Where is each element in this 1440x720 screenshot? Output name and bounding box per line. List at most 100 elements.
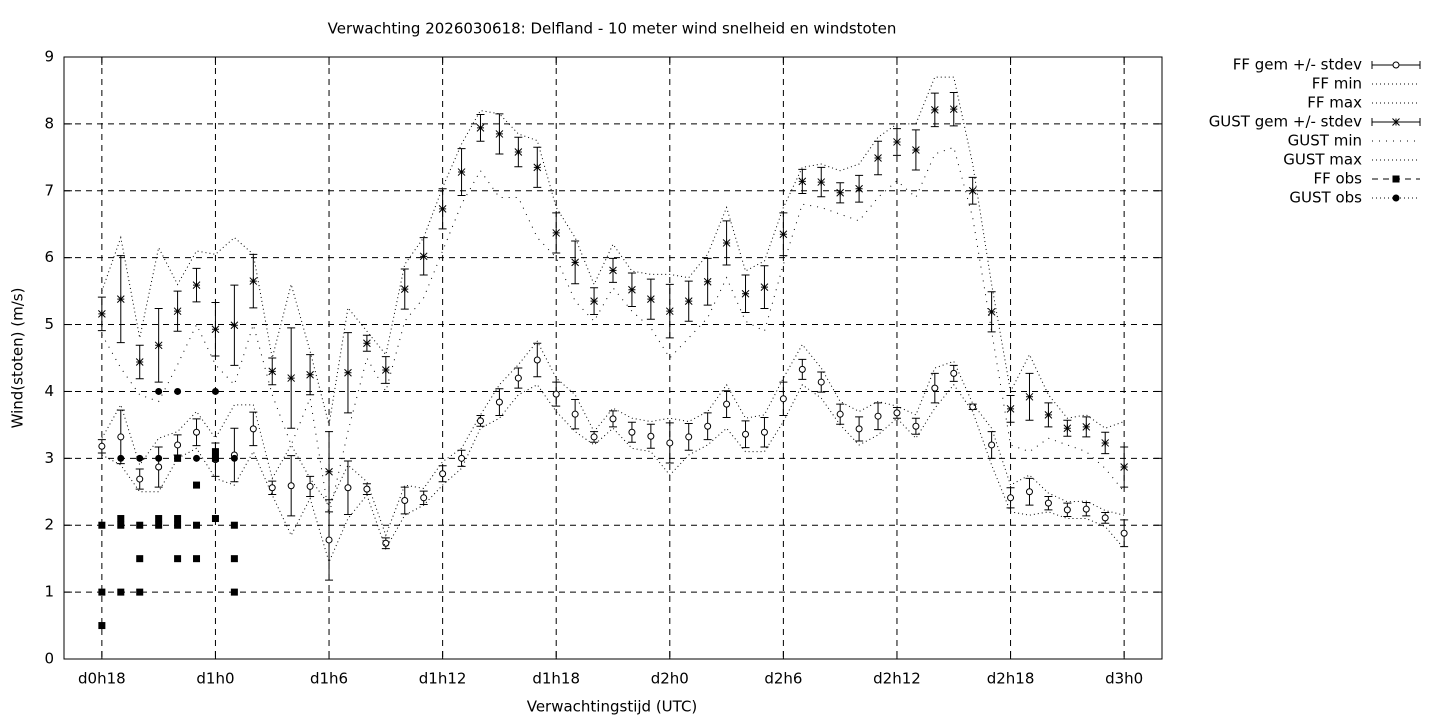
marker: [590, 433, 598, 441]
marker: [174, 441, 182, 449]
marker: [874, 154, 882, 162]
y-axis-label: Wind(stoten) (m/s): [9, 288, 27, 429]
marker: [893, 409, 901, 417]
marker: [211, 515, 219, 523]
x-tick-label: d1h12: [419, 670, 467, 688]
marker: [363, 485, 371, 493]
marker: [363, 339, 371, 348]
marker: [193, 428, 201, 436]
marker: [647, 295, 655, 303]
y-tick-label: 3: [44, 449, 54, 467]
marker: [514, 148, 523, 156]
marker: [193, 481, 201, 489]
marker: [136, 555, 144, 563]
marker: [666, 439, 674, 447]
y-tick-label: 0: [44, 650, 54, 668]
marker: [912, 146, 920, 154]
marker: [1392, 118, 1400, 126]
marker: [1063, 506, 1071, 514]
marker: [117, 433, 125, 441]
marker: [155, 515, 163, 523]
marker: [704, 422, 712, 430]
marker: [1082, 423, 1091, 431]
marker: [987, 307, 996, 316]
marker: [590, 297, 598, 305]
marker: [949, 105, 958, 114]
marker: [571, 258, 579, 267]
marker: [628, 285, 636, 294]
marker: [211, 387, 219, 395]
marker: [344, 484, 352, 492]
marker: [1392, 61, 1400, 69]
marker: [1101, 439, 1110, 447]
marker: [609, 415, 617, 423]
marker: [136, 521, 144, 529]
y-tick-label: 7: [44, 181, 54, 199]
marker: [476, 417, 484, 425]
marker: [722, 239, 731, 247]
marker: [968, 186, 977, 195]
marker: [117, 588, 125, 596]
marker: [665, 307, 674, 316]
marker: [117, 454, 125, 462]
marker: [193, 521, 201, 529]
marker: [116, 295, 125, 303]
marker: [174, 521, 182, 529]
y-tick-label: 6: [44, 248, 54, 266]
marker: [193, 555, 201, 563]
marker: [1044, 411, 1053, 419]
x-tick-label: d2h6: [764, 670, 802, 688]
marker: [249, 425, 257, 433]
x-tick-label: d2h0: [651, 670, 689, 688]
marker: [420, 494, 428, 502]
marker: [211, 448, 219, 456]
marker: [609, 266, 617, 275]
y-tick-label: 1: [44, 583, 54, 601]
legend-label: GUST max: [1283, 151, 1362, 169]
marker: [874, 412, 882, 420]
marker: [174, 387, 182, 395]
marker: [211, 454, 219, 462]
marker: [1025, 488, 1033, 496]
chart-title: Verwachting 2026030618: Delfland - 10 me…: [328, 20, 897, 38]
marker: [325, 467, 333, 476]
marker: [117, 521, 125, 529]
marker: [950, 369, 958, 377]
marker: [230, 321, 239, 330]
marker: [268, 484, 276, 492]
marker: [174, 555, 182, 563]
marker: [514, 374, 522, 382]
marker: [155, 387, 163, 395]
x-tick-label: d0h18: [78, 670, 126, 688]
marker: [552, 229, 561, 237]
marker: [306, 370, 314, 379]
marker: [1392, 175, 1400, 183]
marker: [136, 454, 144, 462]
x-tick-label: d2h12: [873, 670, 921, 688]
x-axis-label: Verwachtingstijd (UTC): [527, 698, 698, 716]
marker: [760, 428, 768, 436]
y-tick-label: 4: [44, 382, 54, 400]
marker: [98, 622, 106, 630]
marker: [193, 454, 201, 462]
marker: [401, 496, 409, 504]
marker: [98, 309, 106, 318]
legend-label: GUST gem +/- stdev: [1209, 113, 1362, 131]
marker: [154, 341, 163, 350]
marker: [438, 204, 447, 213]
marker: [779, 230, 788, 239]
marker: [344, 368, 352, 377]
marker: [798, 177, 807, 186]
y-tick-label: 9: [44, 48, 54, 66]
marker: [836, 410, 844, 418]
marker: [230, 454, 238, 462]
marker: [495, 398, 503, 406]
marker: [249, 277, 258, 285]
x-tick-label: d1h0: [196, 670, 234, 688]
marker: [230, 555, 238, 563]
y-tick-label: 2: [44, 516, 54, 534]
marker: [174, 454, 182, 462]
legend-label: FF min: [1312, 75, 1362, 93]
